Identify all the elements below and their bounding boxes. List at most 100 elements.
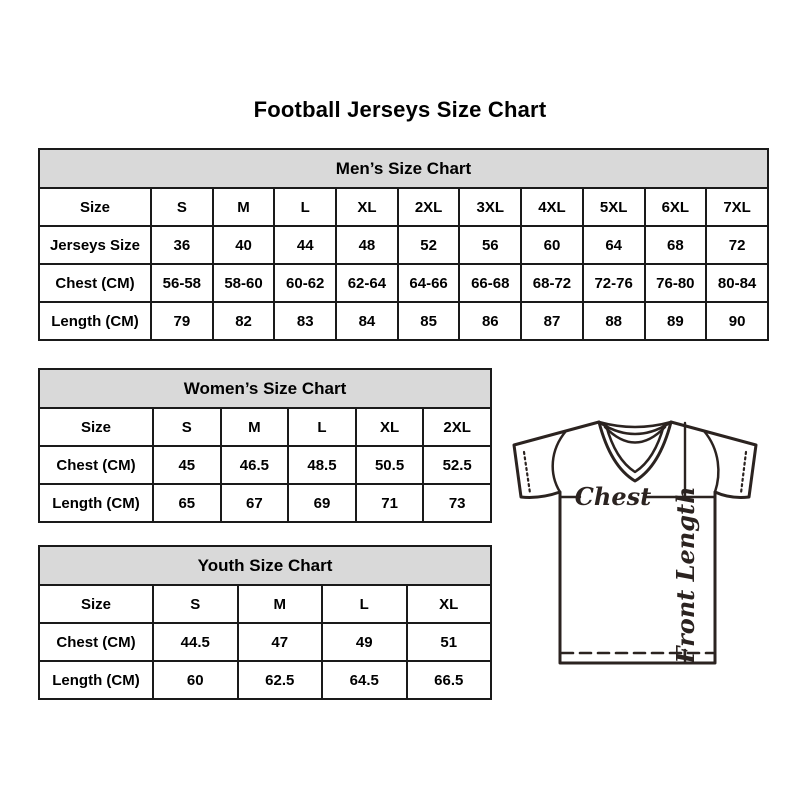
row-header-cell: Chest (CM) [38, 622, 154, 662]
collar-inner-v [604, 423, 666, 474]
value-cell: 66.5 [405, 660, 492, 700]
jersey-outline [512, 420, 758, 665]
womens-table-head: Women’s Size Chart [38, 368, 492, 409]
table-row: Chest (CM) 44.5 47 49 51 [38, 622, 492, 662]
value-cell: 58-60 [211, 263, 276, 303]
value-cell: 88 [581, 301, 646, 341]
value-cell: 73 [422, 483, 492, 523]
jersey-diagram-svg: Chest Front Length [512, 420, 758, 665]
mens-table-title: Men’s Size Chart [38, 148, 769, 189]
value-cell: 85 [396, 301, 461, 341]
table-row: Size S M L XL 2XL 3XL 4XL 5XL 6XL 7XL [38, 187, 769, 227]
value-cell: 71 [354, 483, 425, 523]
value-cell: 52.5 [422, 445, 492, 485]
value-cell: 40 [211, 225, 276, 265]
table-row: Size S M L XL [38, 584, 492, 624]
value-cell: 48 [335, 225, 399, 265]
row-header-cell: Size [38, 187, 152, 227]
value-cell: 4XL [520, 187, 584, 227]
value-cell: L [273, 187, 338, 227]
youth-table-title: Youth Size Chart [38, 545, 492, 586]
value-cell: 90 [705, 301, 769, 341]
row-header-cell: Length (CM) [38, 301, 152, 341]
value-cell: 60-62 [273, 263, 338, 303]
value-cell: S [150, 187, 214, 227]
value-cell: 3XL [458, 187, 523, 227]
value-cell: XL [354, 407, 425, 447]
page-title: Football Jerseys Size Chart [253, 97, 547, 122]
value-cell: 64 [581, 225, 646, 265]
value-cell: 45 [152, 445, 222, 485]
table-row: Length (CM) 65 67 69 71 73 [38, 483, 492, 523]
value-cell: 5XL [581, 187, 646, 227]
right-armhole-seam [702, 429, 720, 494]
value-cell: 64.5 [321, 660, 408, 700]
value-cell: 80-84 [705, 263, 769, 303]
left-cuff-dotted-seam [522, 450, 532, 495]
table-row: Size S M L XL 2XL [38, 407, 492, 447]
value-cell: M [236, 584, 323, 624]
row-header-cell: Jerseys Size [38, 225, 152, 265]
value-cell: 44.5 [152, 622, 239, 662]
value-cell: 56 [458, 225, 523, 265]
value-cell: L [287, 407, 357, 447]
value-cell: 89 [643, 301, 708, 341]
mens-table-head: Men’s Size Chart [38, 148, 769, 189]
table-title-row: Youth Size Chart [38, 545, 492, 586]
table-title-row: Women’s Size Chart [38, 368, 492, 409]
value-cell: 69 [287, 483, 357, 523]
collar-outer-v [597, 420, 673, 483]
table-row: Length (CM) 79 82 83 84 85 86 87 88 89 90 [38, 301, 769, 341]
value-cell: 79 [150, 301, 214, 341]
value-cell: 82 [211, 301, 276, 341]
chest-label: Chest [575, 482, 651, 511]
front-length-label: Front Length [671, 486, 700, 664]
row-header-cell: Length (CM) [38, 660, 154, 700]
value-cell: M [211, 187, 276, 227]
value-cell: 76-80 [643, 263, 708, 303]
value-cell: S [152, 584, 239, 624]
table-row: Chest (CM) 56-58 58-60 60-62 62-64 64-66 66-68… [38, 263, 769, 303]
womens-size-table: Women’s Size Chart Size S M L XL 2XL Chest (CM… [38, 368, 492, 523]
table-row: Length (CM) 60 62.5 64.5 66.5 [38, 660, 492, 700]
youth-size-table: Youth Size Chart Size S M L XL Chest (CM) 44.5… [38, 545, 492, 700]
row-header-cell: Size [38, 407, 154, 447]
row-header-cell: Length (CM) [38, 483, 154, 523]
value-cell: 68 [643, 225, 708, 265]
value-cell: 66-68 [458, 263, 523, 303]
value-cell: 72-76 [581, 263, 646, 303]
value-cell: 52 [396, 225, 461, 265]
mens-table-body: Size S M L XL 2XL 3XL 4XL 5XL 6XL 7XL Jerseys Size 3… [38, 187, 769, 341]
row-header-cell: Chest (CM) [38, 445, 154, 485]
value-cell: 7XL [705, 187, 769, 227]
table-row: Chest (CM) 45 46.5 48.5 50.5 52.5 [38, 445, 492, 485]
value-cell: 50.5 [354, 445, 425, 485]
value-cell: 60 [152, 660, 239, 700]
value-cell: 60 [520, 225, 584, 265]
value-cell: 2XL [422, 407, 492, 447]
value-cell: 6XL [643, 187, 708, 227]
value-cell: 86 [458, 301, 523, 341]
womens-table-title: Women’s Size Chart [38, 368, 492, 409]
value-cell: 44 [273, 225, 338, 265]
value-cell: 62.5 [236, 660, 323, 700]
value-cell: 62-64 [335, 263, 399, 303]
value-cell: 48.5 [287, 445, 357, 485]
row-header-cell: Size [38, 584, 154, 624]
value-cell: M [219, 407, 290, 447]
value-cell: 56-58 [150, 263, 214, 303]
value-cell: 67 [219, 483, 290, 523]
value-cell: 49 [321, 622, 408, 662]
table-title-row: Men’s Size Chart [38, 148, 769, 189]
value-cell: 2XL [396, 187, 461, 227]
value-cell: 47 [236, 622, 323, 662]
value-cell: 83 [273, 301, 338, 341]
value-cell: 46.5 [219, 445, 290, 485]
value-cell: XL [335, 187, 399, 227]
value-cell: L [321, 584, 408, 624]
value-cell: 68-72 [520, 263, 584, 303]
jersey-measurement-diagram: Chest Front Length [504, 398, 766, 670]
value-cell: 84 [335, 301, 399, 341]
value-cell: S [152, 407, 222, 447]
